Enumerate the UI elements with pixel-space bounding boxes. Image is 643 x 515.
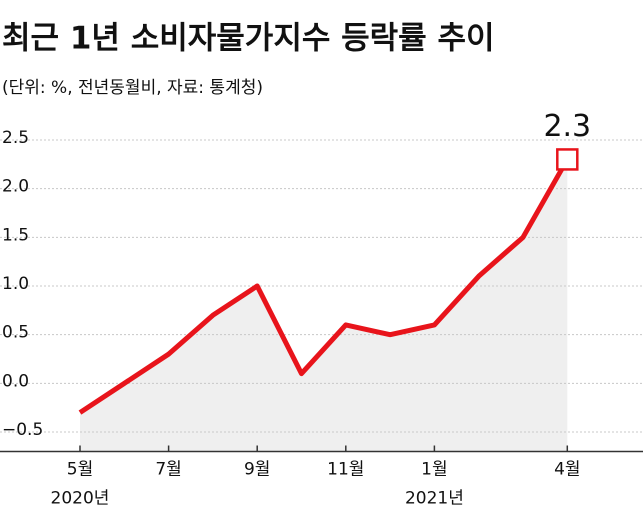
point-marker	[556, 148, 579, 171]
year-label: 2020년	[51, 489, 110, 509]
y-tick-label: 2.5	[2, 128, 29, 148]
line	[78, 158, 570, 415]
y-tick-label: 0.0	[2, 371, 29, 391]
y-tick-label: 1.5	[2, 225, 29, 245]
x-tick-label: 5월	[67, 460, 93, 480]
y-tick-label: 0.5	[2, 323, 29, 343]
x-tick-label: 4월	[554, 460, 580, 480]
area	[80, 159, 568, 452]
y-tick-label: 2.0	[2, 177, 29, 197]
x-tick-label: 7월	[155, 460, 181, 480]
value-label: 2.3	[543, 109, 591, 144]
y-tick-label: 1.0	[2, 274, 29, 294]
chart-title: 최근 1년 소비자물가지수 등락률 추이	[2, 21, 495, 57]
x-tick-label: 9월	[244, 460, 270, 480]
x-tick-label: 1월	[421, 460, 447, 480]
x-tick-label: 11월	[327, 460, 364, 480]
y-tick-label: −0.5	[2, 420, 43, 440]
chart-subtitle: (단위: %, 전년동월비, 자료: 통계청)	[2, 78, 263, 98]
year-label: 2021년	[405, 489, 464, 509]
